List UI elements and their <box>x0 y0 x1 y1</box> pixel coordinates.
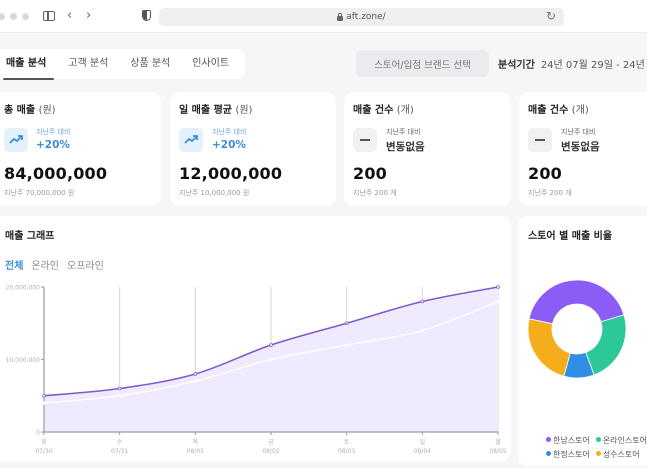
svg-text:일: 일 <box>420 438 426 446</box>
kpi-card-daily-average: 일 매출 평균 (원) 지난주 대비 +20% 12,000,000 지난주 1… <box>170 92 336 206</box>
change-value: 변동없음 <box>561 141 600 153</box>
pie-legend-row-2: 한정스토어 성수스토어 <box>546 449 640 460</box>
legend-dot-icon <box>546 437 551 442</box>
kpi-title: 일 매출 평균 (원) <box>179 105 253 116</box>
kpi-card-sales-count: 매출 건수 (개) 지난주 대비 변동없음 200 지난주 200 개 <box>344 92 511 206</box>
tab-insight[interactable]: 인사이트 <box>192 58 230 69</box>
legend-item[interactable]: 한정스토어 <box>546 449 590 460</box>
svg-text:금: 금 <box>268 439 274 446</box>
trend-up-icon <box>4 128 28 152</box>
graph-tab-online[interactable]: 온라인 <box>31 261 60 272</box>
back-icon[interactable]: ‹ <box>67 8 73 23</box>
url-bar[interactable]: aft.zone/ ↻ <box>159 8 564 26</box>
analysis-period[interactable]: 분석기간 24년 07월 29일 - 24년 0 <box>498 56 647 71</box>
pie-title: 스토어 별 매출 비율 <box>528 231 613 242</box>
window-minimize-button[interactable] <box>10 13 17 20</box>
svg-text:월: 월 <box>495 438 501 446</box>
tab-customer-analysis[interactable]: 고객 분석 <box>68 58 109 69</box>
no-change-icon <box>528 128 552 152</box>
svg-text:08/03: 08/03 <box>338 448 355 455</box>
graph-tab-all[interactable]: 전체 <box>5 261 24 272</box>
svg-text:08/01: 08/01 <box>187 448 204 455</box>
period-value: 24년 07월 29일 - 24년 0 <box>540 60 647 71</box>
url-text: aft.zone/ <box>346 12 386 22</box>
period-label: 분석기간 <box>498 60 535 71</box>
tab-product-analysis[interactable]: 상품 분석 <box>130 58 171 69</box>
forward-icon[interactable]: › <box>86 8 92 23</box>
kpi-value: 12,000,000 <box>179 164 283 183</box>
kpi-card-total-sales: 총 매출 (원) 지난주 대비 +20% 84,000,000 지난주 70,0… <box>0 92 161 206</box>
svg-text:08/02: 08/02 <box>262 448 279 455</box>
svg-text:토: 토 <box>344 439 350 446</box>
svg-text:수: 수 <box>117 439 123 446</box>
store-donut-chart <box>527 279 627 379</box>
change-value: +20% <box>36 139 70 151</box>
window-close-button[interactable] <box>0 13 5 20</box>
browser-toolbar: ‹ › aft.zone/ ↻ <box>0 0 647 33</box>
graph-tab-offline[interactable]: 오프라인 <box>67 261 104 272</box>
kpi-previous: 지난주 200 개 <box>353 189 397 197</box>
legend-dot-icon <box>546 451 551 456</box>
sidebar-icon[interactable] <box>43 11 55 21</box>
kpi-previous: 지난주 10,000,000 원 <box>179 189 250 197</box>
compare-label: 지난주 대비 <box>212 128 247 136</box>
tab-sales-analysis[interactable]: 매출 분석 <box>0 49 57 80</box>
svg-text:08/04: 08/04 <box>414 448 431 455</box>
kpi-card-sales-count-2: 매출 건수 (개) 지난주 대비 변동없음 200 지난주 200 개 <box>519 92 647 206</box>
svg-text:0: 0 <box>36 430 40 437</box>
pie-legend-row-1: 한남스토어 온라인스토어 <box>546 435 647 446</box>
kpi-value: 200 <box>353 164 387 183</box>
svg-text:10,000,000: 10,000,000 <box>6 357 41 364</box>
legend-item[interactable]: 성수스토어 <box>595 449 640 460</box>
sales-line-chart: 0 10,000,000 20,000,000 화 07/30 수 07/31 목 08/01 금… <box>6 285 507 456</box>
legend-dot-icon <box>595 437 601 442</box>
analysis-tabs: 매출 분석 고객 분석 상품 분석 인사이트 <box>0 49 245 80</box>
compare-label: 지난주 대비 <box>561 128 596 136</box>
graph-title: 매출 그래프 <box>5 231 55 242</box>
window-maximize-button[interactable] <box>22 13 29 20</box>
svg-text:20,000,000: 20,000,000 <box>6 285 41 292</box>
reload-icon[interactable]: ↻ <box>545 9 556 23</box>
kpi-title: 총 매출 (원) <box>4 105 56 116</box>
no-change-icon <box>353 128 377 152</box>
kpi-title: 매출 건수 (개) <box>353 105 414 116</box>
kpi-previous: 지난주 70,000,000 원 <box>4 189 75 197</box>
svg-text:07/31: 07/31 <box>111 448 128 455</box>
legend-dot-icon <box>595 451 601 456</box>
graph-channel-tabs: 전체 온라인 오프라인 <box>5 257 104 272</box>
change-value: +20% <box>212 139 246 151</box>
sales-graph-card: 매출 그래프 전체 온라인 오프라인 0 10,000,000 20,000,000… <box>0 216 511 461</box>
legend-item[interactable]: 온라인스토어 <box>595 435 647 446</box>
svg-text:08/05: 08/05 <box>489 448 506 455</box>
store-brand-select-button[interactable]: 스토어/입점 브랜드 선택 <box>356 50 489 77</box>
compare-label: 지난주 대비 <box>36 128 71 136</box>
legend-item[interactable]: 한남스토어 <box>546 435 590 446</box>
trend-up-icon <box>179 128 203 152</box>
svg-text:화: 화 <box>41 439 47 446</box>
compare-label: 지난주 대비 <box>386 128 421 136</box>
lock-icon <box>337 12 344 21</box>
svg-text:07/30: 07/30 <box>35 448 52 455</box>
kpi-previous: 지난주 200 개 <box>528 189 572 197</box>
svg-text:목: 목 <box>193 439 199 446</box>
shield-icon[interactable] <box>142 10 151 21</box>
kpi-value: 84,000,000 <box>4 164 108 183</box>
kpi-title: 매출 건수 (개) <box>528 105 589 116</box>
store-sales-ratio-card: 스토어 별 매출 비율 한남스토어 온라인스토어 한정스토어 성수스토어 <box>518 216 647 466</box>
kpi-value: 200 <box>528 164 562 183</box>
change-value: 변동없음 <box>386 141 425 153</box>
